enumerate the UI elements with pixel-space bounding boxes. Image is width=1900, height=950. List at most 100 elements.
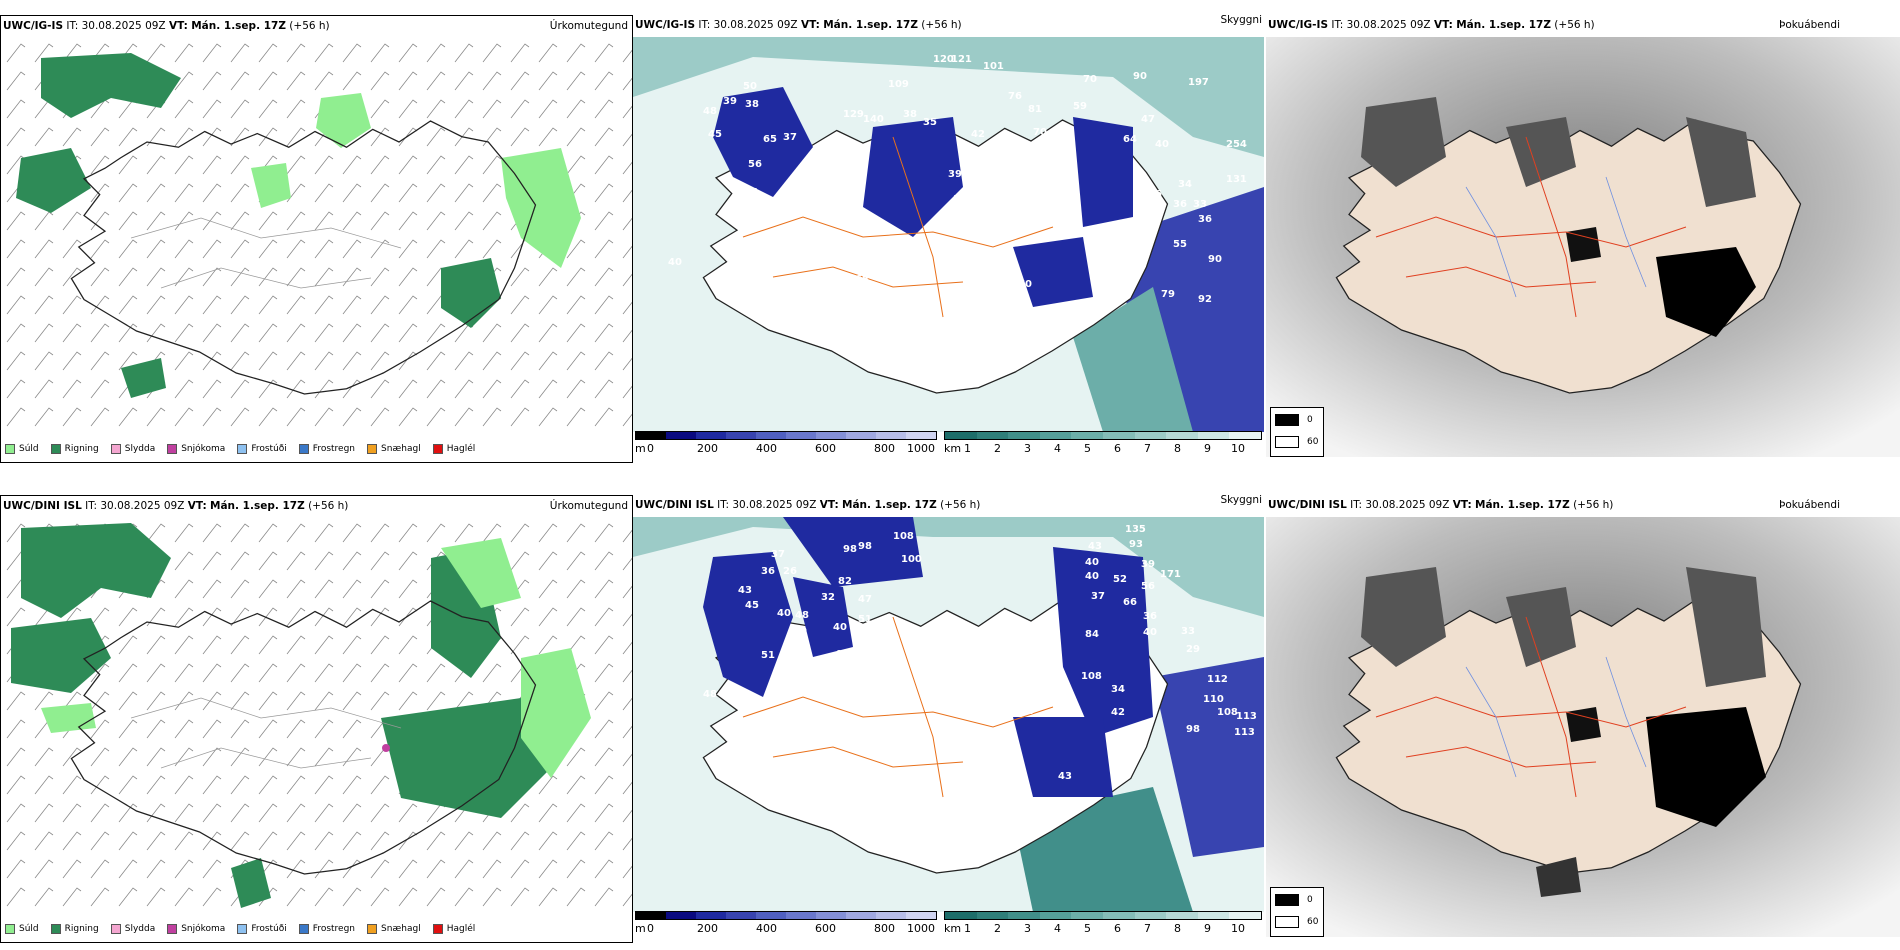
cloud-base-label: 58 — [807, 687, 821, 698]
cloud-base-label: 51 — [858, 614, 872, 625]
legend-item: Slydda — [110, 924, 155, 934]
cloud-base-label: 56 — [748, 159, 762, 170]
cloud-base-label: 72 — [1045, 662, 1059, 673]
init-time: 30.08.2025 09Z — [713, 19, 798, 31]
valid-time: Mán. 1.sep. 17Z — [842, 499, 937, 511]
cloud-base-label: 33 — [963, 209, 977, 220]
cloud-base-label: 40 — [1085, 557, 1099, 568]
cloud-base-label: 40 — [1085, 571, 1099, 582]
cloud-base-label: 38 — [903, 109, 917, 120]
cloud-base-label: 39 — [723, 96, 737, 107]
scale-tick: 400 — [756, 922, 777, 935]
scale-tick: 800 — [874, 922, 895, 935]
cloud-base-label: 81 — [1028, 104, 1042, 115]
fog-legend: 0 60 — [1270, 407, 1324, 457]
scale-tick: 200 — [697, 442, 718, 455]
cloud-base-label: 40 — [777, 608, 791, 619]
cloud-base-label: 45 — [745, 600, 759, 611]
legend-swatch — [298, 924, 309, 934]
cloud-base-label: 66 — [1123, 597, 1137, 608]
cloud-base-label: 140 — [863, 114, 884, 125]
cloud-base-label: 54 — [858, 259, 872, 270]
cloud-base-label: 113 — [1234, 727, 1255, 738]
cloud-base-label: 51 — [761, 650, 775, 661]
cloud-base-label: 112 — [1207, 674, 1228, 685]
scale-tick: 4 — [1054, 442, 1061, 455]
cloud-base-label: 38 — [745, 99, 759, 110]
cloud-base-label: 32 — [821, 592, 835, 603]
fog-legend: 0 60 — [1270, 887, 1324, 937]
cloud-base-label: 35 — [953, 194, 967, 205]
cloud-base-label: 33 — [1193, 199, 1207, 210]
scale-tick: 5 — [1084, 442, 1091, 455]
cloud-base-label: 65 — [945, 691, 959, 702]
scale-tick: 1 — [964, 922, 971, 935]
cloud-base-label: 90 — [1133, 71, 1147, 82]
cloud-base-label: 68 — [855, 274, 869, 285]
scale-tick: 5 — [1084, 922, 1091, 935]
cloud-panel-2: UWC/DINI ISL IT: 30.08.2025 09Z VT: Mán.… — [633, 495, 1266, 943]
cloud-base-label: 45 — [785, 644, 799, 655]
legend-swatch — [50, 444, 61, 454]
scale-bar — [635, 431, 937, 440]
cloud-base-label: 92 — [1198, 294, 1212, 305]
cloud-base-label: 64 — [1123, 134, 1137, 145]
model-name: UWC/IG-IS — [635, 19, 696, 31]
cloud-panel-1: UWC/IG-IS IT: 30.08.2025 09Z VT: Mán. 1.… — [633, 15, 1266, 463]
cloud-base-label: 50 — [793, 626, 807, 637]
valid-time: Mán. 1.sep. 17Z — [823, 19, 918, 31]
lead-time: (+56 h) — [1554, 19, 1595, 31]
panel-type-label: Skyggni — [1220, 495, 1263, 506]
scale-tick: 800 — [874, 442, 895, 455]
scale-tick: 400 — [756, 442, 777, 455]
init-time: 30.08.2025 09Z — [1365, 499, 1450, 511]
legend-swatch — [167, 444, 178, 454]
cloud-base-label: 26 — [783, 566, 797, 577]
legend-item: Frostregn — [298, 444, 355, 454]
cloud-base-label: 34 — [1111, 684, 1125, 695]
model-name: UWC/IG-IS — [1268, 19, 1329, 31]
legend-swatch — [367, 444, 378, 454]
model-name: UWC/IG-IS — [3, 20, 64, 32]
legend-swatch — [110, 444, 121, 454]
panel-type-label: Úrkomutegund — [549, 20, 628, 32]
cloud-base-label: 36 — [1173, 199, 1187, 210]
cloud-base-label: 90 — [1208, 254, 1222, 265]
cloud-base-label: 33 — [1181, 626, 1195, 637]
lead-time: (+56 h) — [940, 499, 981, 511]
cloud-base-label: 34 — [1178, 179, 1192, 190]
legend-swatch — [5, 924, 15, 934]
visibility-scale: km 1 2 3 4 5 6 7 8 9 10 — [944, 431, 1264, 459]
legend-swatch — [298, 444, 309, 454]
model-name: UWC/DINI ISL — [3, 500, 82, 512]
valid-time: Mán. 1.sep. 17Z — [1456, 19, 1551, 31]
legend-swatch — [50, 924, 61, 934]
scale-tick: 9 — [1204, 922, 1211, 935]
legend-item: 0 — [1275, 414, 1313, 426]
cloud-base-label: 41 — [745, 187, 759, 198]
cloud-base-label: 101 — [983, 61, 1004, 72]
cloud-base-label: 100 — [901, 554, 922, 565]
cloud-base-label: 43 — [738, 585, 752, 596]
cloud-base-label: 42 — [988, 189, 1002, 200]
cloud-base-label: 36 — [761, 566, 775, 577]
lead-time: (+56 h) — [1573, 499, 1614, 511]
legend-swatch — [5, 444, 15, 454]
scale-tick: 600 — [815, 442, 836, 455]
title-bar: UWC/IG-IS IT: 30.08.2025 09Z VT: Mán. 1.… — [1268, 19, 1595, 31]
cloud-base-label: 197 — [1188, 77, 1209, 88]
precip-panel-1: UWC/IG-IS IT: 30.08.2025 09Z VT: Mán. 1.… — [0, 15, 633, 463]
legend-item: Snæhagl — [367, 924, 421, 934]
cloud-base-label: 79 — [1161, 289, 1175, 300]
cloud-base-label: 40 — [1143, 627, 1157, 638]
scale-unit: m — [635, 922, 646, 935]
legend-item: 60 — [1275, 436, 1318, 448]
scale-unit: km — [944, 922, 962, 935]
cloud-base-label: 34 — [798, 672, 812, 683]
cloud-base-label: 47 — [858, 594, 872, 605]
cloud-base-label: 108 — [1217, 707, 1238, 718]
legend-item: Frostregn — [298, 924, 355, 934]
title-bar: UWC/DINI ISL IT: 30.08.2025 09Z VT: Mán.… — [1268, 499, 1614, 511]
scale-tick: 7 — [1144, 442, 1151, 455]
cloud-base-label: 40 — [833, 622, 847, 633]
